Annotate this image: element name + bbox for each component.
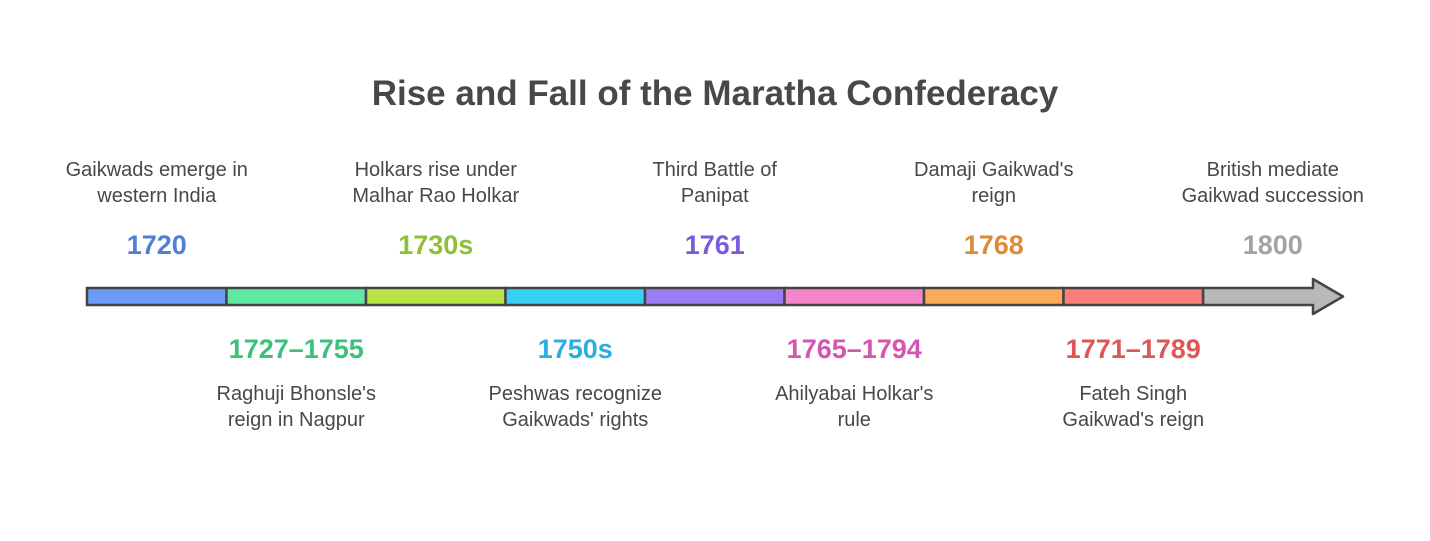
timeline-arrow-head <box>1201 277 1345 316</box>
timeline-segment <box>1062 286 1205 307</box>
event-description: Peshwas recognize Gaikwads' rights <box>455 381 695 433</box>
event-description-line: Malhar Rao Holkar <box>352 185 520 207</box>
event-description-line: Gaikwads' rights <box>502 409 649 431</box>
timeline-event: Third Battle of Panipat 1761 <box>595 157 835 261</box>
timeline-segment <box>225 286 368 307</box>
event-description: Damaji Gaikwad's reign <box>874 157 1114 209</box>
event-year: 1750s <box>537 334 613 364</box>
event-year: 1727–1755 <box>228 334 364 364</box>
timeline-event: Gaikwads emerge in western India 1720 <box>37 157 277 261</box>
timeline-event: Holkars rise under Malhar Rao Holkar 1730s <box>316 157 556 261</box>
event-description-line: Raghuji Bhonsle's <box>216 383 376 405</box>
event-description: Holkars rise under Malhar Rao Holkar <box>316 157 556 209</box>
event-description: Raghuji Bhonsle's reign in Nagpur <box>176 381 416 433</box>
event-description-line: Third Battle of <box>652 159 777 181</box>
timeline-event: 1727–1755 Raghuji Bhonsle's reign in Nagpu… <box>176 333 416 433</box>
timeline-event: British mediate Gaikwad succession 1800 <box>1153 157 1393 261</box>
event-description-line: reign in Nagpur <box>227 409 365 431</box>
event-description: Third Battle of Panipat <box>595 157 835 209</box>
event-description-line: Gaikwad succession <box>1181 185 1364 207</box>
event-description: Gaikwads emerge in western India <box>37 157 277 209</box>
event-description: Fateh Singh Gaikwad's reign <box>1013 381 1253 433</box>
event-year: 1761 <box>684 230 745 260</box>
event-description-line: western India <box>97 185 217 207</box>
event-year: 1730s <box>398 230 474 260</box>
timeline-segment <box>643 286 786 307</box>
event-description-line: rule <box>837 409 871 431</box>
event-description-line: British mediate <box>1206 159 1339 181</box>
timeline-segment <box>364 286 507 307</box>
event-year: 1720 <box>126 230 187 260</box>
timeline-segment <box>783 286 926 307</box>
event-year: 1765–1794 <box>786 334 922 364</box>
event-description: British mediate Gaikwad succession <box>1153 157 1393 209</box>
event-year: 1800 <box>1242 230 1303 260</box>
event-description-line: Gaikwads emerge in <box>65 159 248 181</box>
timeline-event: Damaji Gaikwad's reign 1768 <box>874 157 1114 261</box>
event-description-line: Holkars rise under <box>354 159 517 181</box>
event-description-line: Fateh Singh <box>1079 383 1188 405</box>
event-description-line: Damaji Gaikwad's <box>914 159 1074 181</box>
timeline-event: 1765–1794 Ahilyabai Holkar's rule <box>734 333 974 433</box>
timeline-segment <box>85 286 228 307</box>
event-year: 1771–1789 <box>1065 334 1201 364</box>
event-year: 1768 <box>963 230 1024 260</box>
diagram-title: Rise and Fall of the Maratha Confederacy <box>371 74 1059 113</box>
timeline-event: 1771–1789 Fateh Singh Gaikwad's reign <box>1013 333 1253 433</box>
timeline-segment <box>504 286 647 307</box>
event-description-line: reign <box>971 185 1016 207</box>
event-description: Ahilyabai Holkar's rule <box>734 381 974 433</box>
event-description-line: Peshwas recognize <box>488 383 662 405</box>
timeline-segment <box>922 286 1065 307</box>
event-description-line: Ahilyabai Holkar's <box>775 383 934 405</box>
event-description-line: Panipat <box>680 185 749 207</box>
event-description-line: Gaikwad's reign <box>1062 409 1205 431</box>
timeline-event: 1750s Peshwas recognize Gaikwads' rights <box>455 333 695 433</box>
